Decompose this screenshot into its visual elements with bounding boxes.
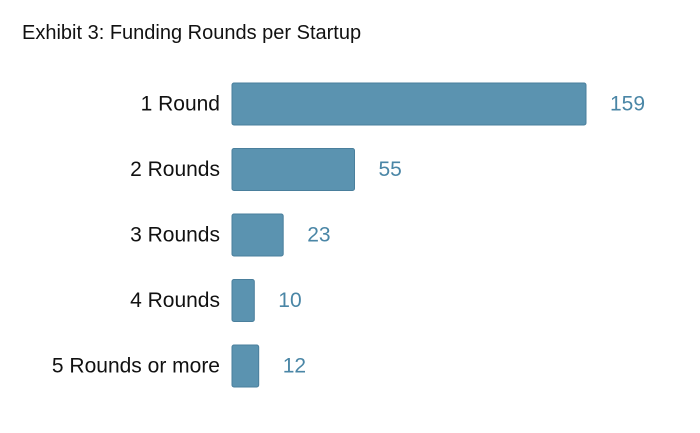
value-label-3: 23: [307, 224, 330, 247]
category-label-5: 5 Rounds or more: [52, 355, 220, 378]
bar-3: [231, 213, 284, 257]
bar-5: [231, 344, 260, 388]
bar-1: [231, 82, 587, 126]
category-label-2: 2 Rounds: [130, 158, 220, 181]
value-label-2: 55: [379, 158, 402, 181]
value-label-5: 12: [283, 355, 306, 378]
chart-title: Exhibit 3: Funding Rounds per Startup: [22, 22, 362, 44]
bar-2: [231, 148, 355, 191]
category-label-4: 4 Rounds: [130, 289, 220, 312]
category-label-3: 3 Rounds: [130, 224, 220, 247]
bar-4: [231, 279, 255, 322]
value-label-1: 159: [610, 93, 645, 116]
category-label-1: 1 Round: [141, 93, 220, 116]
value-label-4: 10: [278, 289, 301, 312]
